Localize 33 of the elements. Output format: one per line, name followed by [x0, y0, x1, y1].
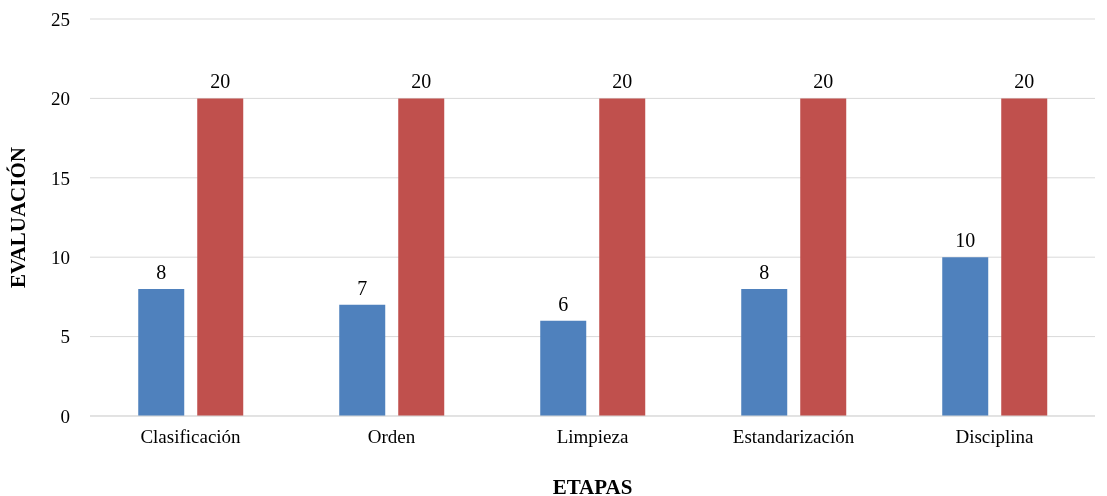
- y-tick-label: 5: [60, 326, 70, 348]
- data-label: 8: [156, 260, 167, 283]
- bar: [540, 320, 587, 416]
- x-tick-label: Disciplina: [955, 426, 1035, 448]
- bar: [138, 288, 185, 416]
- bar: [1001, 98, 1048, 416]
- x-axis-title: ETAPAS: [552, 475, 633, 496]
- bar: [398, 98, 445, 416]
- data-label: 20: [411, 70, 432, 93]
- x-tick-label: Orden: [367, 426, 416, 448]
- x-tick-label: Limpieza: [556, 426, 629, 448]
- bar: [942, 257, 989, 416]
- bar: [197, 98, 244, 416]
- data-label: 10: [955, 229, 976, 252]
- data-label: 20: [813, 70, 834, 93]
- y-tick-label: 25: [51, 8, 70, 30]
- y-tick-label: 0: [60, 405, 70, 427]
- bar: [339, 304, 386, 416]
- y-axis-title: EVALUACIÓN: [6, 147, 31, 288]
- x-tick-label: Estandarización: [732, 426, 855, 448]
- bar: [800, 98, 847, 416]
- data-label: 8: [759, 260, 770, 283]
- data-label: 6: [558, 292, 569, 315]
- bar: [741, 288, 788, 416]
- data-label: 20: [210, 70, 231, 93]
- data-label: 7: [357, 276, 368, 299]
- data-label: 20: [1014, 70, 1035, 93]
- bar: [599, 98, 646, 416]
- y-tick-label: 10: [51, 246, 70, 268]
- y-tick-label: 15: [51, 167, 70, 189]
- data-label: 20: [612, 70, 633, 93]
- y-tick-label: 20: [51, 88, 70, 110]
- x-tick-label: Clasificación: [140, 426, 242, 448]
